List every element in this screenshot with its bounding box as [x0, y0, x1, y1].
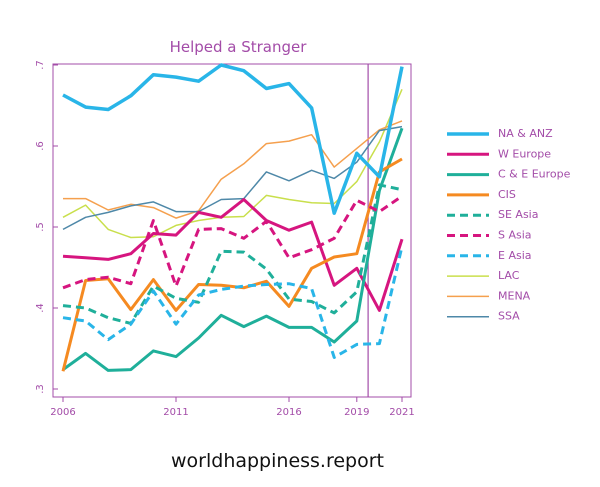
x-tick-label: 2011 — [163, 407, 188, 418]
legend-label: C & E Europe — [498, 168, 571, 181]
legend-label: LAC — [498, 269, 520, 282]
series-line-ssa — [62, 125, 403, 231]
y-tick-label: .6 — [35, 141, 46, 151]
x-tick-label: 2016 — [276, 407, 301, 418]
series-line-s-asia — [62, 194, 403, 290]
x-tick-label: 2006 — [50, 407, 75, 418]
y-tick-label: .3 — [35, 384, 46, 394]
x-tick-label: 2019 — [344, 407, 369, 418]
source-credit: worldhappiness.report — [171, 450, 384, 472]
series-line-c-e-europe — [62, 127, 404, 372]
series-line-se-asia — [62, 183, 403, 325]
legend: NA & ANZ W Europe C & E Europe CIS SE Asia S … — [447, 127, 571, 323]
series-line-cis — [61, 157, 403, 372]
legend-label: CIS — [498, 188, 516, 201]
y-tick-label: .7 — [35, 60, 46, 70]
legend-label: MENA — [498, 289, 531, 302]
series-line-w-europe — [62, 198, 404, 312]
axes: .3 .4 .5 .6 .7 2006 2011 2016 2019 2021 — [35, 60, 415, 418]
y-tick-label: .5 — [35, 222, 46, 232]
plot-frame — [52, 63, 412, 398]
legend-label: SE Asia — [498, 208, 538, 221]
chart-title: Helped a Stranger — [170, 38, 308, 56]
series-line-e-asia — [62, 246, 404, 359]
legend-label: W Europe — [498, 147, 551, 160]
legend-label: E Asia — [498, 249, 532, 262]
series-layer — [61, 63, 404, 372]
series-line-na-anz — [62, 63, 404, 215]
legend-label: S Asia — [498, 229, 532, 242]
legend-label: SSA — [498, 310, 520, 323]
line-chart: Helped a Stranger .3 .4 .5 .6 .7 2006 2011 2016… — [35, 38, 571, 418]
series-line-lac — [62, 89, 403, 239]
y-tick-label: .4 — [35, 303, 46, 313]
x-tick-label: 2021 — [389, 407, 414, 418]
legend-label: NA & ANZ — [498, 127, 553, 140]
series-line-mena — [63, 120, 403, 219]
